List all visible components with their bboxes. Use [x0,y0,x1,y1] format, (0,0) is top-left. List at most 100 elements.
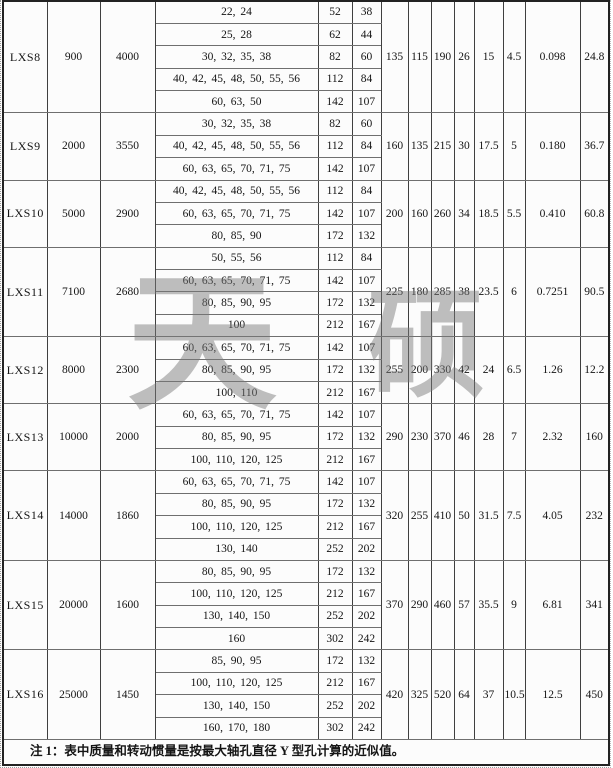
dim-b-cell: 107 [351,201,382,226]
spec-cell: 42 [453,336,475,405]
spec-cell: 200 [407,336,432,405]
spec-cell: 5.5 [502,179,526,248]
dim-a-cell: 142 [317,403,353,427]
dim-a-cell: 112 [317,246,353,271]
dim-a-cell: 172 [317,649,353,673]
dim-b-cell: 242 [351,716,382,740]
dim-b-cell: 38 [351,0,382,24]
bore-diameters-cell: 60, 63, 50 [154,89,319,114]
bore-diameters-cell: 60, 63, 65, 70, 71, 75 [154,268,319,293]
spec-cell: 24 [473,336,504,405]
spec-cell: 255 [380,336,409,405]
dim-a-cell: 302 [317,716,353,740]
spec-cell: 1.26 [524,336,581,405]
spec-cell: 160 [407,179,432,248]
value2-cell: 2000 [99,403,156,472]
spec-cell: 60.8 [579,179,610,248]
dim-a-cell: 212 [317,582,353,606]
spec-cell: 290 [380,403,409,472]
spec-cell: 330 [430,336,455,405]
dim-a-cell: 142 [317,470,353,494]
spec-cell: 200 [380,179,409,248]
dim-b-cell: 60 [351,45,382,69]
spec-cell: 325 [407,649,432,740]
dim-b-cell: 167 [351,447,382,472]
dim-a-cell: 212 [317,671,353,696]
spec-cell: 232 [579,470,610,561]
spec-cell: 31.5 [473,470,504,561]
model-cell: LXS12 [2,336,48,405]
value2-cell: 4000 [99,0,156,114]
dim-a-cell: 212 [317,447,353,472]
spec-cell: 30 [453,112,475,181]
spec-cell: 320 [380,470,409,561]
table-row: 60, 63, 50 142 107 [3,89,609,114]
spec-cell: 23.5 [473,246,504,338]
bore-diameters-cell: 22, 24 [154,0,319,24]
bore-diameters-cell: 30, 32, 35, 38 [154,45,319,69]
table-row: LXS13 10000 2000 60, 63, 65, 70, 71, 75 142 1… [2,403,610,472]
table-row: 40, 42, 45, 48, 50, 55, 56 112 84 [3,134,609,159]
dim-a-cell: 142 [317,201,353,226]
bore-diameters-cell: 60, 63, 65, 70, 71, 75 [154,336,319,360]
bore-diameters-cell: 160 [154,626,319,651]
dim-a-cell: 172 [317,492,353,517]
dim-b-cell: 84 [351,67,382,92]
dim-a-cell: 52 [317,0,353,24]
bore-diameters-cell: 160, 170, 180 [154,716,319,740]
bore-diameters-cell: 100 [154,313,319,338]
spec-cell: 50 [453,470,475,561]
spec-cell: 410 [430,470,455,561]
spec-cell: 35.5 [473,559,504,651]
value1-cell: 5000 [46,179,101,248]
dim-a-cell: 172 [317,358,353,382]
spec-cell: 15 [473,0,504,114]
spec-cell: 34 [453,179,475,248]
spec-cell: 370 [380,559,409,651]
dim-a-cell: 212 [317,313,353,338]
spec-cell: 7.5 [502,470,526,561]
bore-diameters-cell: 40, 42, 45, 48, 50, 55, 56 [154,134,319,159]
value2-cell: 1600 [99,559,156,651]
dim-a-cell: 82 [317,112,353,136]
value2-cell: 2900 [99,179,156,248]
dim-a-cell: 172 [317,425,353,450]
table-row: 80, 85, 90 172 132 [3,224,609,248]
table-row: 130, 140 252 202 [3,537,609,561]
dim-b-cell: 167 [351,582,382,606]
spec-cell: 6 [502,246,526,338]
table-row: LXS9 2000 3550 30, 32, 35, 38 82 60 160 135 215 3… [2,112,610,181]
bore-diameters-cell: 80, 85, 90 [154,224,319,248]
dim-a-cell: 82 [317,45,353,69]
spec-cell: 370 [430,403,455,472]
value2-cell: 1450 [99,649,156,740]
bore-diameters-cell: 60, 63, 65, 70, 71, 75 [154,470,319,494]
bore-diameters-cell: 80, 85, 90, 95 [154,559,319,584]
spec-cell: 0.410 [524,179,581,248]
dim-b-cell: 132 [351,649,382,673]
dim-b-cell: 167 [351,313,382,338]
bore-diameters-cell: 80, 85, 90, 95 [154,358,319,382]
spec-cell: 160 [380,112,409,181]
spec-cell: 38 [453,246,475,338]
spec-table-body: LXS8 900 4000 22, 24 52 38 135 115 190 26 15 4.5 0.0… [2,0,610,740]
table-row: 130, 140, 150 252 202 [3,604,609,629]
bore-diameters-cell: 60, 63, 65, 70, 71, 75 [154,403,319,427]
bore-diameters-cell: 25, 28 [154,22,319,47]
spec-cell: 460 [430,559,455,651]
table-row: 100, 110, 120, 125 212 167 [3,582,609,606]
dim-a-cell: 142 [317,157,353,181]
bore-diameters-cell: 40, 42, 45, 48, 50, 55, 56 [154,179,319,203]
table-row: LXS15 20000 1600 80, 85, 90, 95 172 132 370 290… [2,559,610,651]
bore-diameters-cell: 100, 110, 120, 125 [154,582,319,606]
bore-diameters-cell: 80, 85, 90, 95 [154,425,319,450]
spec-cell: 341 [579,559,610,651]
table-row: LXS12 8000 2300 60, 63, 65, 70, 71, 75 142 10… [2,336,610,405]
dim-b-cell: 132 [351,291,382,315]
model-cell: LXS13 [2,403,48,472]
model-cell: LXS10 [2,179,48,248]
spec-cell: 9 [502,559,526,651]
bore-diameters-cell: 130, 140, 150 [154,604,319,629]
dim-b-cell: 84 [351,179,382,203]
